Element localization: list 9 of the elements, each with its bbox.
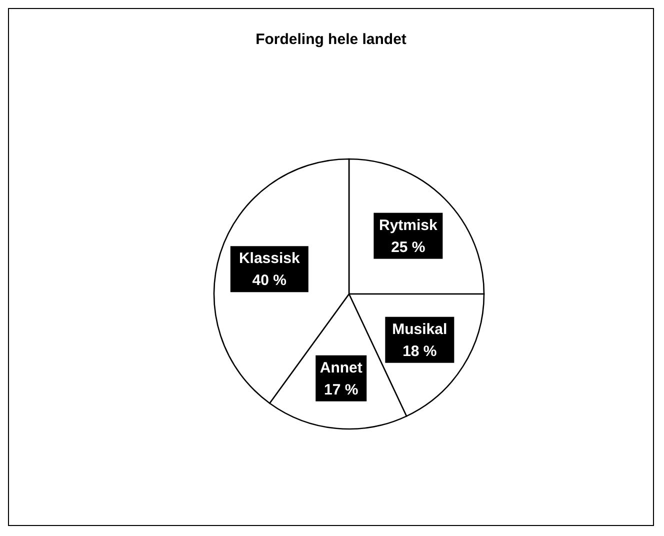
slice-label: Musikal bbox=[392, 320, 448, 338]
data-label: 17 % bbox=[324, 381, 358, 398]
chart-title: Fordeling hele landet bbox=[254, 31, 408, 48]
slice-label: Klassisk bbox=[238, 250, 300, 268]
data-label: 25 % bbox=[391, 238, 426, 256]
data-label: 40 % bbox=[252, 272, 286, 290]
slice-label: Rytmisk bbox=[379, 216, 438, 234]
data-label: 18 % bbox=[402, 342, 437, 360]
slice-label: Annet bbox=[320, 359, 362, 376]
